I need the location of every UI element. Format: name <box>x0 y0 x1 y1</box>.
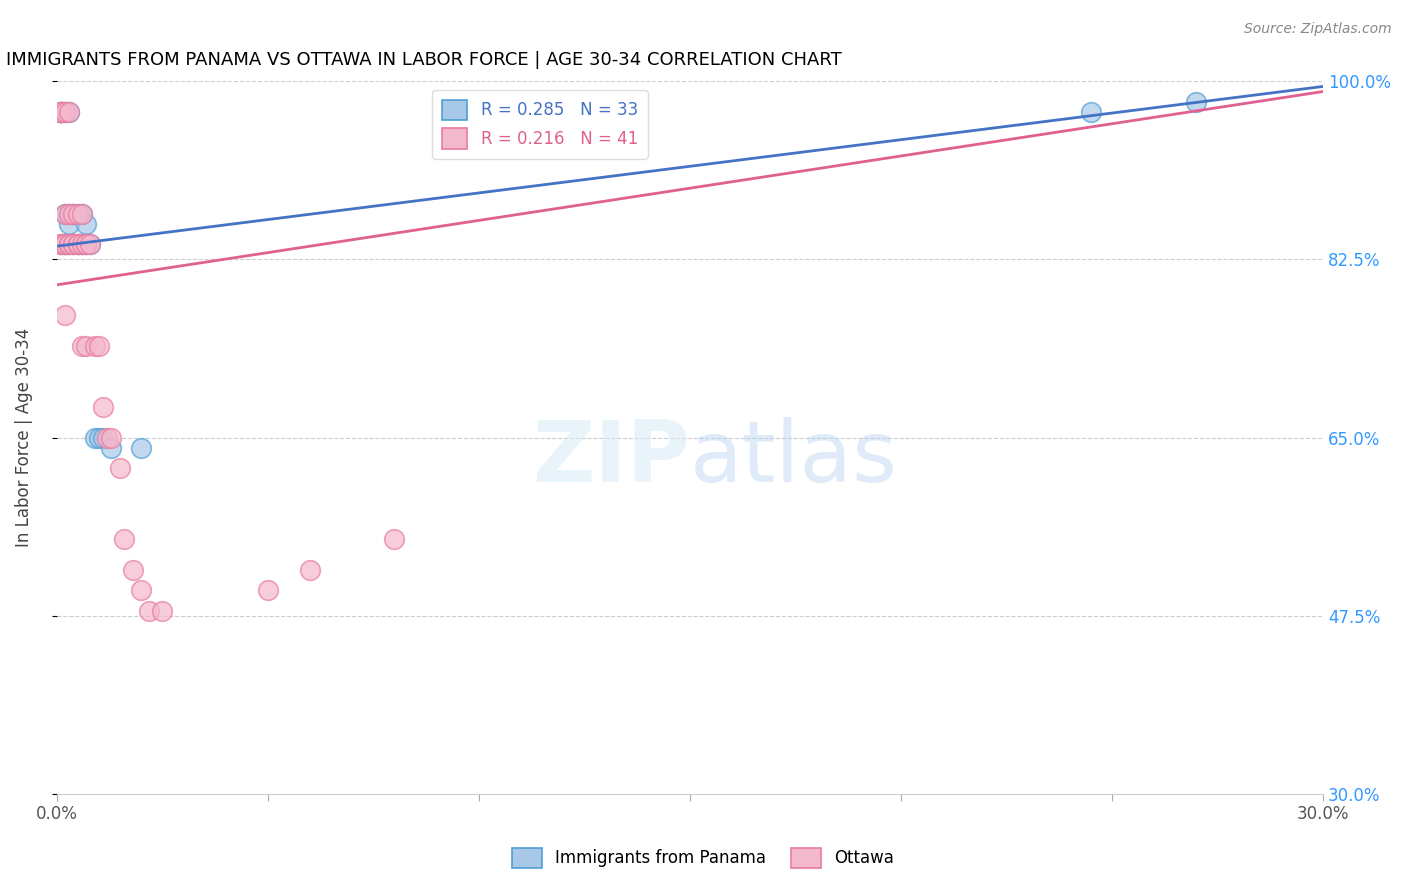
Point <box>256 583 278 598</box>
Point <box>66 237 89 252</box>
Point <box>53 237 76 252</box>
Point <box>53 207 76 221</box>
Point <box>382 533 405 547</box>
Point <box>70 237 93 252</box>
Point <box>66 207 89 221</box>
Point <box>49 104 72 119</box>
Point <box>108 461 131 475</box>
Point <box>49 104 72 119</box>
Point <box>150 603 173 617</box>
Y-axis label: In Labor Force | Age 30-34: In Labor Force | Age 30-34 <box>15 328 32 547</box>
Point <box>49 237 72 252</box>
Point <box>66 207 89 221</box>
Point <box>75 217 97 231</box>
Point <box>58 207 80 221</box>
Text: IMMIGRANTS FROM PANAMA VS OTTAWA IN LABOR FORCE | AGE 30-34 CORRELATION CHART: IMMIGRANTS FROM PANAMA VS OTTAWA IN LABO… <box>6 51 842 69</box>
Point <box>100 441 122 455</box>
Point <box>87 339 110 353</box>
Point <box>298 563 321 577</box>
Point <box>1185 95 1208 109</box>
Point <box>79 237 101 252</box>
Point <box>58 237 80 252</box>
Point <box>129 583 152 598</box>
Point <box>62 237 84 252</box>
Point <box>53 104 76 119</box>
Point <box>49 104 72 119</box>
Point <box>53 309 76 323</box>
Point <box>53 104 76 119</box>
Point <box>66 237 89 252</box>
Point <box>53 207 76 221</box>
Text: ZIP: ZIP <box>531 417 690 500</box>
Point <box>58 217 80 231</box>
Point <box>1080 104 1102 119</box>
Point <box>58 237 80 252</box>
Point <box>62 207 84 221</box>
Point <box>129 441 152 455</box>
Point <box>62 237 84 252</box>
Point <box>138 603 160 617</box>
Point <box>58 207 80 221</box>
Point <box>53 237 76 252</box>
Text: atlas: atlas <box>690 417 898 500</box>
Point <box>96 430 118 444</box>
Point <box>49 104 72 119</box>
Point <box>87 430 110 444</box>
Point <box>83 430 105 444</box>
Legend: R = 0.285   N = 33, R = 0.216   N = 41: R = 0.285 N = 33, R = 0.216 N = 41 <box>432 90 648 159</box>
Point <box>53 104 76 119</box>
Point <box>70 339 93 353</box>
Point <box>112 533 135 547</box>
Point <box>83 339 105 353</box>
Legend: Immigrants from Panama, Ottawa: Immigrants from Panama, Ottawa <box>505 841 901 875</box>
Point <box>79 237 101 252</box>
Point <box>70 237 93 252</box>
Point <box>121 563 143 577</box>
Point <box>66 237 89 252</box>
Point <box>75 237 97 252</box>
Point <box>58 104 80 119</box>
Point <box>62 207 84 221</box>
Text: Source: ZipAtlas.com: Source: ZipAtlas.com <box>1244 22 1392 37</box>
Point <box>70 237 93 252</box>
Point <box>62 237 84 252</box>
Point <box>58 104 80 119</box>
Point <box>75 339 97 353</box>
Point <box>91 430 114 444</box>
Point <box>62 207 84 221</box>
Point <box>70 207 93 221</box>
Point <box>66 237 89 252</box>
Point <box>49 104 72 119</box>
Point <box>100 430 122 444</box>
Point <box>49 104 72 119</box>
Point <box>58 237 80 252</box>
Point <box>53 237 76 252</box>
Point <box>91 400 114 414</box>
Point <box>49 104 72 119</box>
Point <box>75 237 97 252</box>
Point <box>53 237 76 252</box>
Point <box>49 237 72 252</box>
Point <box>70 207 93 221</box>
Point <box>49 237 72 252</box>
Point <box>75 237 97 252</box>
